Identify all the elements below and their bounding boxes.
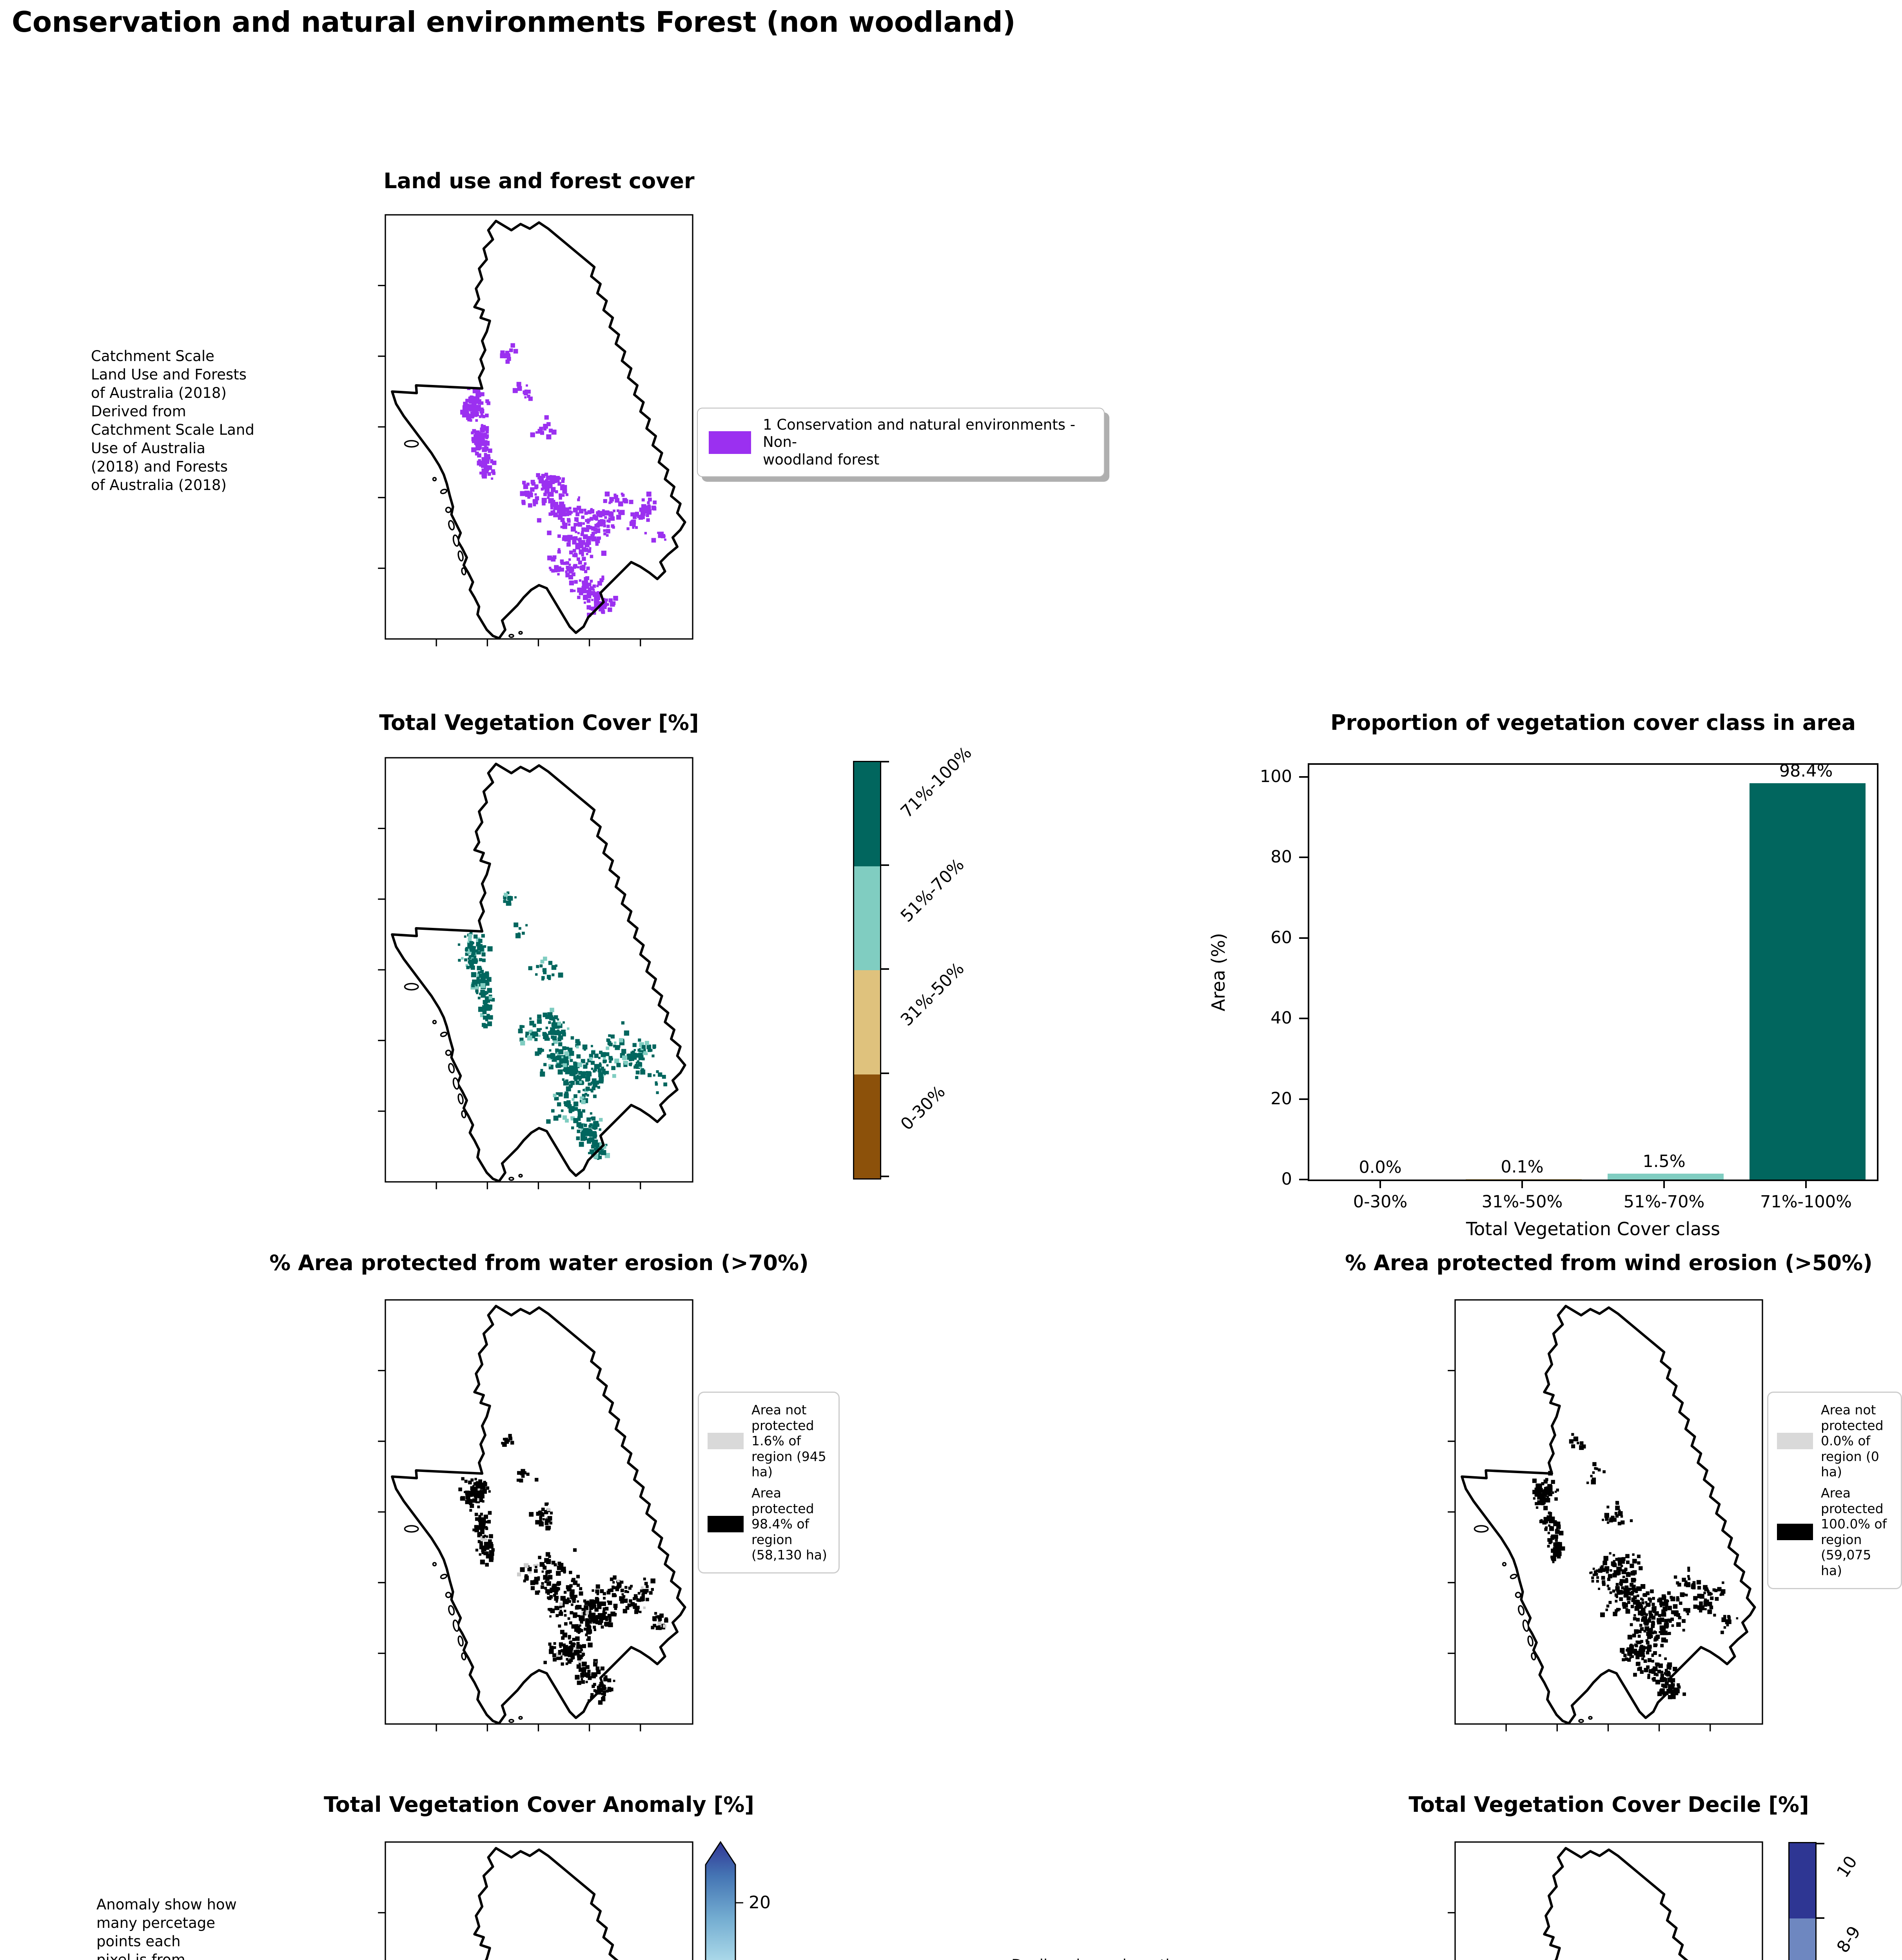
decile-class-segment	[1789, 1843, 1815, 1919]
not-protected-swatch	[708, 1432, 744, 1449]
decile-class-label: 10	[1833, 1852, 1862, 1881]
colorbar-tick	[881, 761, 889, 762]
water-erosion-map	[378, 1299, 693, 1731]
colorbar-tick	[1817, 1843, 1824, 1844]
tvc-colorbar	[853, 761, 881, 1180]
page-title: Conservation and natural environments Fo…	[12, 5, 1016, 38]
y-axis-tick	[1299, 857, 1308, 858]
colorbar-tick	[1817, 1917, 1824, 1919]
landuse-title: Land use and forest cover	[383, 169, 695, 193]
y-axis-tick	[1299, 1018, 1308, 1020]
landuse-legend-label: 1 Conservation and natural environments …	[763, 416, 1076, 468]
colorbar-tick	[881, 1072, 889, 1074]
decile-colorbar	[1788, 1842, 1817, 1960]
decile-class-segment	[1789, 1918, 1815, 1960]
wind-erosion-legend: Area not protected 0.0% of region (0 ha)…	[1767, 1392, 1902, 1589]
x-axis-tick-label: 71%-100%	[1760, 1192, 1852, 1212]
protected-swatch	[708, 1515, 744, 1532]
bar-51%-70%	[1607, 1173, 1724, 1180]
y-axis-tick	[1299, 937, 1308, 939]
tvc-class-label: 0-30%	[897, 1082, 949, 1134]
wind-erosion-map	[1448, 1299, 1763, 1731]
colorbar-tick	[881, 864, 889, 866]
x-axis-tick	[1521, 1181, 1523, 1188]
decile-title: Total Vegetation Cover Decile [%]	[1408, 1792, 1809, 1817]
tvc-title: Total Vegetation Cover [%]	[379, 710, 699, 735]
bar-value-label: 1.5%	[1642, 1151, 1686, 1171]
tvc-class-label: 51%-70%	[897, 855, 968, 926]
wind-erosion-title: % Area protected from wind erosion (>50%…	[1345, 1250, 1873, 1275]
x-axis-tick-label: 51%-70%	[1623, 1192, 1705, 1212]
decile-note: Deciles show where the pixel value lies …	[1011, 1956, 1231, 1960]
decile-map	[1448, 1841, 1763, 1960]
landuse-map	[378, 214, 693, 646]
colorbar-tick	[881, 968, 889, 970]
y-axis-tick	[1299, 1098, 1308, 1100]
x-axis-tick	[1805, 1181, 1807, 1188]
water-erosion-title: % Area protected from water erosion (>70…	[269, 1250, 809, 1275]
y-axis-tick-label: 60	[1270, 927, 1292, 947]
landuse-legend-swatch	[709, 431, 751, 454]
x-axis-tick-label: 31%-50%	[1481, 1192, 1563, 1212]
colorbar-tick	[881, 1176, 889, 1177]
anomaly-title: Total Vegetation Cover Anomaly [%]	[324, 1792, 754, 1817]
y-axis-tick-label: 0	[1281, 1169, 1292, 1189]
y-axis-tick	[1299, 1179, 1308, 1180]
legend-entry: Area protected 98.4% of region (58,130 h…	[708, 1485, 830, 1563]
y-axis-tick-label: 20	[1270, 1089, 1292, 1109]
x-axis-tick-label: 0-30%	[1353, 1192, 1408, 1212]
anomaly-tick-label: 20	[749, 1893, 771, 1913]
x-axis-tick	[1379, 1181, 1381, 1188]
bar-value-label: 0.0%	[1359, 1158, 1402, 1177]
tvc-class-segment	[854, 866, 880, 970]
tvc-class-segment	[854, 970, 880, 1074]
tvc-class-label: 71%-100%	[897, 743, 976, 822]
y-axis-tick-label: 40	[1270, 1008, 1292, 1028]
proportion-chart-plot	[1308, 763, 1878, 1181]
bar-31%-50%	[1465, 1179, 1582, 1180]
bar-value-label: 98.4%	[1779, 761, 1833, 781]
y-axis-tick-label: 100	[1260, 766, 1292, 786]
water-erosion-legend: Area not protected 1.6% of region (945 h…	[698, 1392, 840, 1573]
landuse-source-note: Catchment Scale Land Use and Forests of …	[91, 348, 254, 494]
anomaly-colorbar	[705, 1841, 743, 1960]
tvc-class-segment	[854, 1074, 880, 1178]
proportion-chart-ylabel: Area (%)	[1208, 933, 1229, 1012]
tvc-map	[378, 757, 693, 1189]
bar-value-label: 0.1%	[1501, 1157, 1544, 1177]
y-axis-tick	[1299, 776, 1308, 778]
x-axis-tick	[1663, 1181, 1665, 1188]
proportion-chart-xlabel: Total Vegetation Cover class	[1466, 1218, 1721, 1240]
anomaly-note: Anomaly show how many percetage points e…	[96, 1896, 237, 1960]
bar-71%-100%	[1749, 783, 1866, 1180]
legend-entry: Area not protected 0.0% of region (0 ha)	[1777, 1402, 1892, 1480]
legend-entry: Area protected 100.0% of region (59,075 …	[1777, 1485, 1892, 1579]
legend-entry: Area not protected 1.6% of region (945 h…	[708, 1402, 830, 1480]
tvc-class-label: 31%-50%	[897, 958, 968, 1030]
anomaly-map	[378, 1841, 693, 1960]
proportion-chart-title: Proportion of vegetation cover class in …	[1330, 710, 1856, 735]
landuse-legend: 1 Conservation and natural environments …	[697, 408, 1105, 477]
not-protected-swatch	[1777, 1432, 1813, 1449]
protected-swatch	[1777, 1523, 1813, 1540]
decile-class-label: 8-9	[1833, 1923, 1865, 1957]
y-axis-tick-label: 80	[1270, 847, 1292, 867]
tvc-class-segment	[854, 762, 880, 866]
